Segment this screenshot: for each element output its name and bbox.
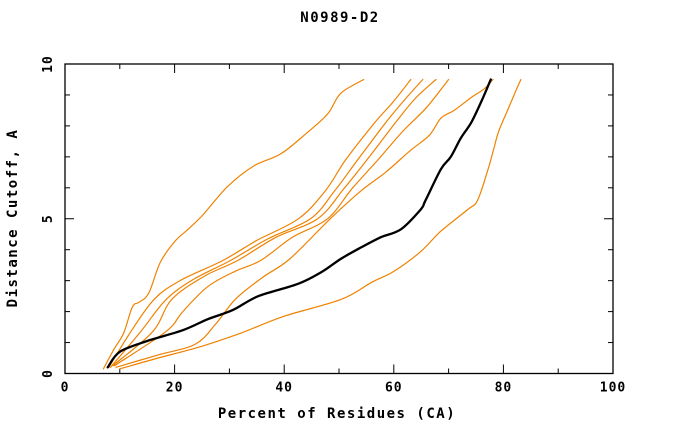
tick-labels: 0 20 40 60 80 100 0 5 10: [41, 55, 626, 396]
series-orange-model-5: [113, 78, 450, 367]
series-black-model-bold: [106, 78, 492, 369]
y-axis-label: Distance Cutoff, A: [5, 129, 21, 308]
chart-title: N0989-D2: [300, 10, 379, 26]
y-tick-label: 10: [41, 55, 56, 73]
series-orange-model-6-near-black: [115, 78, 494, 368]
series-orange-model-7-shallow: [119, 78, 522, 370]
x-axis-label: Percent of Residues (CA): [218, 406, 456, 422]
plot-border: [64, 63, 614, 375]
series-orange-model-2: [108, 78, 412, 368]
axes: [64, 63, 614, 375]
x-tick-label: 20: [166, 381, 184, 396]
series-orange-model-3: [109, 78, 424, 368]
data-series: [102, 78, 522, 370]
y-tick-label: 0: [41, 369, 56, 378]
x-tick-label: 80: [495, 381, 513, 396]
axis-ticks: [64, 63, 614, 374]
y-tick-label: 5: [41, 214, 56, 223]
x-tick-label: 60: [385, 381, 403, 396]
x-tick-label: 40: [275, 381, 293, 396]
x-tick-label: 100: [600, 381, 626, 396]
series-orange-model-1-steep: [102, 78, 365, 370]
series-orange-model-4: [112, 78, 437, 367]
x-tick-label: 0: [61, 381, 70, 396]
